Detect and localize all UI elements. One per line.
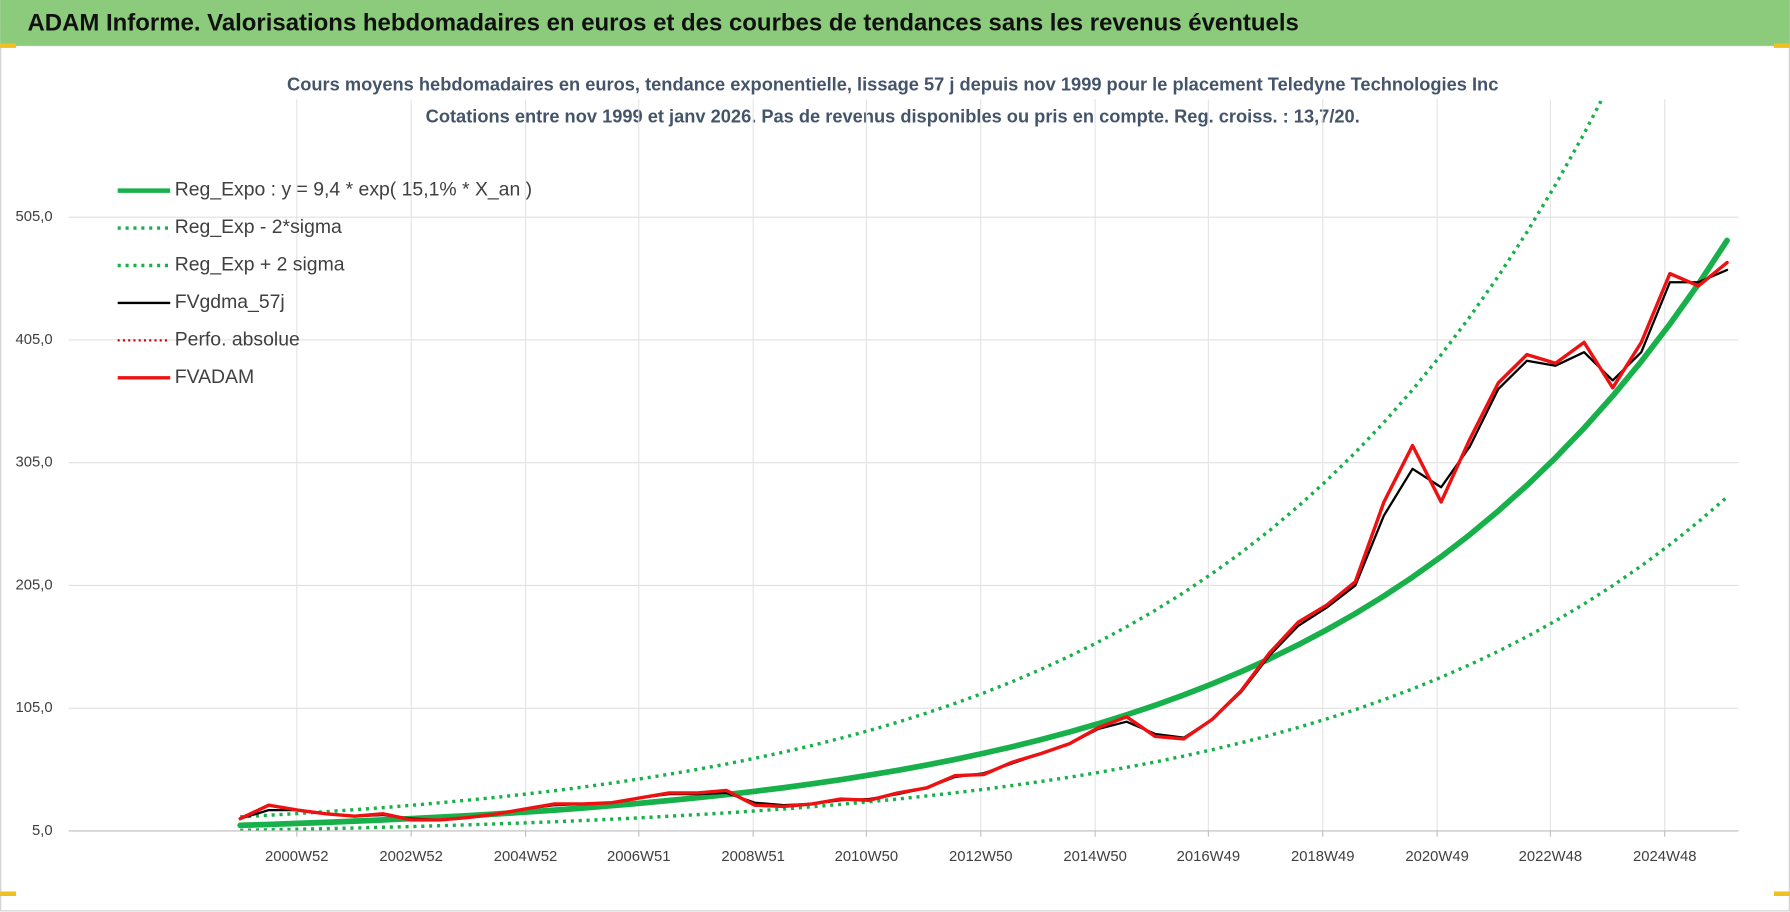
series-line <box>238 260 1729 822</box>
corner-mark <box>0 43 17 48</box>
legend-label: FVADAM <box>175 366 254 388</box>
x-tick-label: 2012W50 <box>949 849 1012 865</box>
legend-label: Reg_Exp + 2 sigma <box>175 254 345 276</box>
x-tick-label: 2020W49 <box>1405 849 1468 865</box>
series-line <box>240 99 1604 819</box>
y-tick-label: 5,0 <box>32 823 53 839</box>
x-tick-label: 2022W48 <box>1519 849 1582 865</box>
x-tick-label: 2014W50 <box>1063 849 1126 865</box>
x-tick-label: 2018W49 <box>1291 849 1354 865</box>
legend-label: Perfo. absolue <box>175 328 300 350</box>
legend-label: FVgdma_57j <box>175 291 285 313</box>
y-tick-label: 405,0 <box>16 332 53 348</box>
header-bar <box>0 0 1790 46</box>
y-tick-label: 505,0 <box>16 209 53 225</box>
x-tick-label: 2010W50 <box>835 849 898 865</box>
chart-subtitle: Cotations entre nov 1999 et janv 2026. P… <box>426 105 1360 126</box>
corner-mark <box>1773 43 1790 48</box>
legend-label: Reg_Exp - 2*sigma <box>175 216 342 238</box>
x-tick-label: 2002W52 <box>379 849 442 865</box>
x-tick-label: 2024W48 <box>1633 849 1696 865</box>
header-title: ADAM Informe. Valorisations hebdomadaire… <box>28 9 1299 36</box>
x-tick-label: 2016W49 <box>1177 849 1240 865</box>
x-tick-label: 2006W51 <box>607 849 670 865</box>
x-tick-label: 2000W52 <box>265 849 328 865</box>
corner-mark <box>0 891 17 897</box>
y-tick-label: 105,0 <box>16 700 53 716</box>
legend: Reg_Expo : y = 9,4 * exp( 15,1% * X_an )… <box>117 179 532 388</box>
corner-mark <box>1773 891 1790 897</box>
y-tick-label: 205,0 <box>16 577 53 593</box>
y-tick-label: 305,0 <box>16 455 53 471</box>
chart-title: Cours moyens hebdomadaires en euros, ten… <box>287 73 1498 94</box>
axes: 5,0 105,0 205,0 305,0 405,0 505,0 2000W52 2002W… <box>16 209 1739 865</box>
x-tick-label: 2004W52 <box>494 849 557 865</box>
legend-label: Reg_Expo : y = 9,4 * exp( 15,1% * X_an ) <box>175 179 532 201</box>
plot-lines <box>237 99 1730 831</box>
x-tick-label: 2008W51 <box>721 849 784 865</box>
